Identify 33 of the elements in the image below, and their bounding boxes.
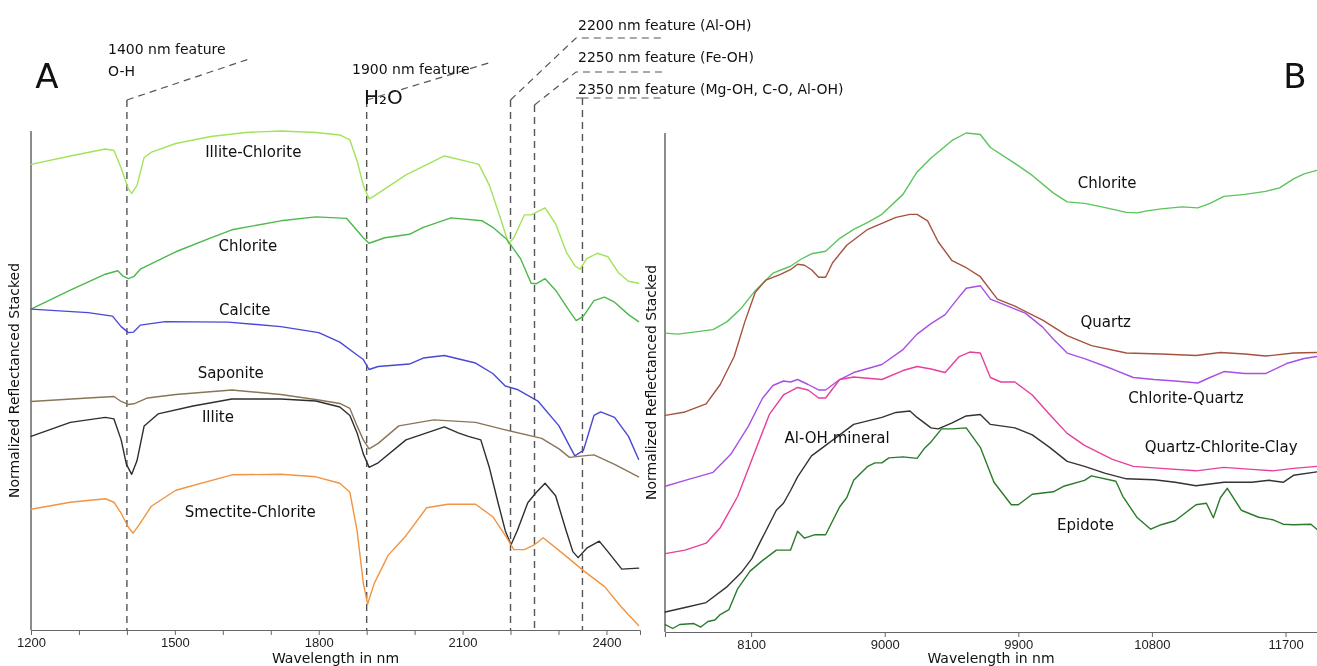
chart-title: B [1283, 56, 1307, 96]
x-axis-title: Wavelength in nm [271, 650, 400, 666]
series-label: Quartz-Chlorite-Clay [1144, 438, 1298, 457]
series-label: Chlorite-Quartz [1128, 389, 1244, 408]
y-axis-title: Normalized Reflectanced Stacked [643, 264, 659, 501]
x-tick-label: 1200 [17, 635, 46, 651]
x-tick-label: 1500 [160, 635, 190, 651]
series-label: Al-OH mineral [784, 429, 890, 448]
ref-line-label: 1400 nm feature O-H [108, 41, 226, 79]
x-tick-label: 10800 [1134, 637, 1171, 653]
series-label: Epidote [1057, 515, 1115, 534]
x-axis-title: Wavelength in nm [927, 650, 1055, 666]
series-label: Smectite-Chlorite [184, 502, 316, 521]
series-label: Chlorite [1077, 174, 1137, 193]
ref-line-label: 2250 nm feature (Fe-OH) [578, 49, 754, 65]
series-label: Saponite [197, 363, 264, 382]
ref-line-label: 2350 nm feature (Mg-OH, C-O, Al-OH) [578, 81, 844, 97]
series-label: Illite-Chlorite [205, 143, 302, 162]
series-label: Calcite [219, 300, 271, 319]
series-label: Chlorite [218, 237, 278, 256]
x-tick-label: 9000 [870, 637, 900, 653]
y-axis-title: Normalized Reflectanced Stacked [6, 262, 22, 499]
x-tick-label: 1800 [304, 635, 334, 651]
x-tick-label: 2100 [448, 635, 478, 651]
x-tick-label: 8100 [737, 637, 767, 653]
ref-line-label: 1900 nm feature H₂O [352, 61, 470, 109]
series-label: Quartz [1080, 312, 1132, 331]
chart-title: A [35, 56, 59, 96]
x-tick-label: 11700 [1268, 637, 1304, 653]
x-tick-label: 9900 [1004, 637, 1034, 653]
series-label: Illite [201, 408, 234, 427]
x-tick-label: 2400 [592, 635, 622, 651]
ref-line-label: 2200 nm feature (Al-OH) [578, 17, 752, 33]
